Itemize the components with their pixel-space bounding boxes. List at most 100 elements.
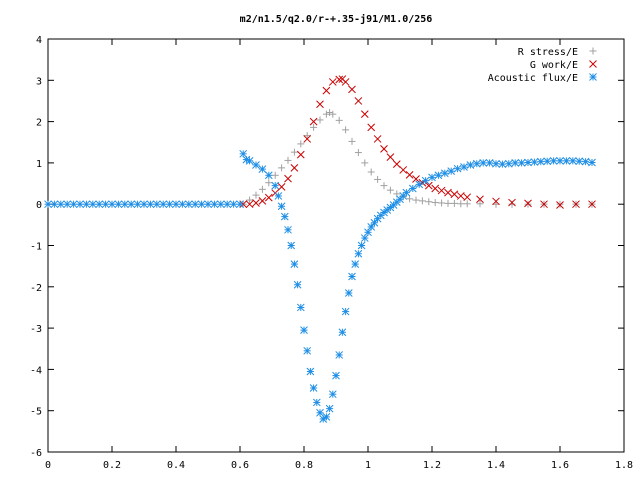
data-point xyxy=(380,145,388,153)
data-point xyxy=(572,200,580,209)
data-point xyxy=(457,200,465,208)
data-point xyxy=(524,158,532,167)
series-1 xyxy=(239,109,596,208)
data-point xyxy=(549,156,558,165)
data-point xyxy=(303,132,311,140)
data-point xyxy=(274,192,283,200)
data-point xyxy=(114,200,123,209)
data-point xyxy=(316,408,324,417)
data-point xyxy=(300,326,308,335)
data-point xyxy=(530,158,539,166)
data-point xyxy=(463,193,472,202)
x-tick-label: 0.4 xyxy=(167,460,185,471)
data-point xyxy=(44,200,52,209)
data-point xyxy=(341,78,350,86)
data-point xyxy=(246,196,254,204)
data-point xyxy=(316,116,324,124)
data-point xyxy=(120,200,129,209)
data-point xyxy=(258,165,267,173)
data-point xyxy=(354,149,362,157)
data-point xyxy=(95,200,104,209)
data-point xyxy=(338,328,347,337)
x-tick-label: 1.8 xyxy=(615,460,633,471)
data-point xyxy=(447,167,456,176)
data-point xyxy=(354,249,363,258)
chart-title: m2/n1.5/q2.0/r-+.35-j91/M1.0/256 xyxy=(240,13,433,25)
x-tick-label: 0 xyxy=(45,460,51,471)
data-point xyxy=(408,184,417,193)
data-point xyxy=(373,135,382,143)
data-point xyxy=(236,200,244,209)
y-tick-label: 4 xyxy=(36,35,42,46)
legend-label: R stress/E xyxy=(518,47,578,58)
data-point xyxy=(335,351,344,359)
x-tick-label: 1.4 xyxy=(487,460,505,471)
data-point xyxy=(165,200,174,209)
data-point xyxy=(415,180,424,189)
data-point xyxy=(197,200,206,209)
data-point xyxy=(133,200,142,209)
data-point xyxy=(277,183,286,191)
x-tick-label: 1.6 xyxy=(551,460,569,471)
data-point xyxy=(508,198,516,207)
data-point xyxy=(296,303,305,312)
legend-label: G work/E xyxy=(530,60,578,71)
data-point xyxy=(309,384,318,392)
data-point xyxy=(444,188,452,197)
data-point xyxy=(386,186,394,194)
data-point xyxy=(296,150,305,159)
x-tick-label: 1.2 xyxy=(423,460,441,471)
axis-ticks: 0 0.2 0.4 0.6 0.8 1 1.2 1.4 1.6 1.8 4 3 2 1 0 -1 -2 -3 -4 -… xyxy=(30,35,633,471)
data-point xyxy=(287,241,296,250)
y-tick-label: 1 xyxy=(36,159,42,170)
y-tick-label: 2 xyxy=(36,118,42,129)
data-point xyxy=(329,110,337,118)
data-point xyxy=(325,404,334,413)
data-point xyxy=(406,195,414,203)
legend: R stress/E G work/E Acoustic flux/E xyxy=(488,47,597,84)
data-point xyxy=(252,191,260,199)
data-point xyxy=(264,193,273,202)
data-point xyxy=(588,158,596,167)
data-point xyxy=(210,200,219,209)
data-point xyxy=(284,156,292,164)
data-point xyxy=(127,200,136,209)
data-point xyxy=(543,157,552,166)
data-point xyxy=(418,197,426,205)
data-point xyxy=(472,159,481,168)
data-point xyxy=(264,171,273,180)
y-tick-label: 3 xyxy=(36,76,42,87)
data-point xyxy=(271,171,279,179)
data-point xyxy=(524,200,532,208)
data-point xyxy=(556,156,564,165)
data-point xyxy=(88,200,97,209)
data-point xyxy=(367,168,375,176)
data-point xyxy=(434,171,443,180)
data-point xyxy=(159,200,168,209)
data-point xyxy=(172,200,180,209)
data-point xyxy=(412,175,420,183)
data-point xyxy=(328,78,337,86)
y-tick-label: -1 xyxy=(30,242,42,253)
y-tick-label: -6 xyxy=(30,448,42,459)
data-point xyxy=(322,413,331,421)
data-point xyxy=(309,117,318,126)
data-point xyxy=(342,126,350,134)
data-point xyxy=(310,123,318,131)
data-point xyxy=(152,200,161,209)
data-point xyxy=(344,289,353,297)
legend-marker xyxy=(589,47,597,55)
data-point xyxy=(316,100,324,109)
data-point xyxy=(277,202,286,211)
data-point xyxy=(271,181,280,190)
data-point xyxy=(392,160,401,168)
data-point xyxy=(540,200,548,209)
data-point xyxy=(335,75,344,84)
data-point xyxy=(245,156,254,165)
data-point xyxy=(348,85,356,94)
data-point xyxy=(239,149,248,158)
data-point xyxy=(575,157,584,166)
data-point xyxy=(453,164,462,173)
data-point xyxy=(290,148,298,156)
data-point xyxy=(386,153,395,161)
